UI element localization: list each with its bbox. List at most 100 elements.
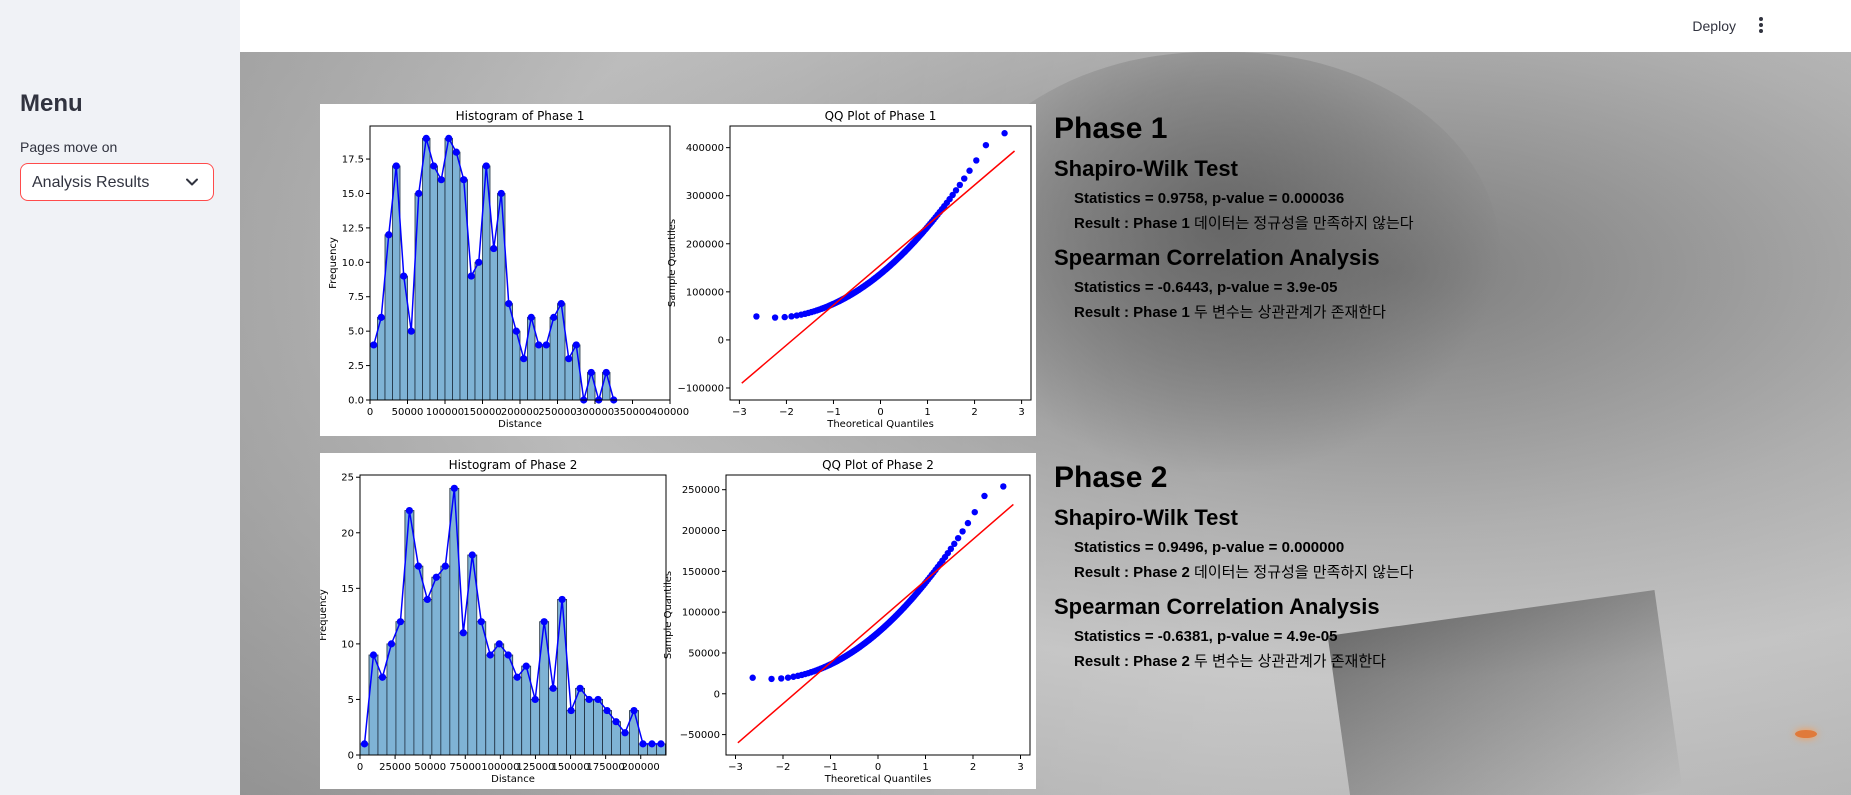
hist2-xtick-label: 75000 <box>449 762 481 773</box>
hist2-bar <box>503 654 514 756</box>
hist1-bar <box>429 165 438 401</box>
phase1-shapiro-title: Shapiro-Wilk Test <box>1054 156 1238 181</box>
phase2-spearman-result-prefix: Result : Phase 2 <box>1074 653 1190 670</box>
hist1-bar <box>572 344 581 401</box>
hist2-kde-point <box>495 640 503 648</box>
hist2-kde-point <box>450 484 458 492</box>
hist2-kde-point <box>378 673 387 681</box>
hist1-bar <box>534 344 543 401</box>
qq2-point <box>951 540 958 548</box>
kebab-menu-icon[interactable] <box>1753 17 1769 35</box>
hist2-bar <box>530 699 541 756</box>
phase1-shapiro-result-text: 데이터는 정규성을 만족하지 않는다 <box>1189 215 1414 232</box>
phase2-spearman-stats: Statistics = -0.6381, p-value = 4.9e-05 <box>1074 628 1338 645</box>
qq1-xtick-label: −3 <box>732 407 747 418</box>
hist1-kde-point <box>535 341 543 349</box>
qq2-point <box>959 528 966 535</box>
hist2-bar <box>395 621 406 756</box>
hist1-xtick-label: 250000 <box>538 407 576 418</box>
phase2-shapiro-result-prefix: Result : Phase 2 <box>1074 564 1190 581</box>
hist1-kde-point <box>520 355 528 363</box>
page-select[interactable]: Analysis Results <box>20 163 214 201</box>
qq2-xtick-label: 2 <box>970 762 976 773</box>
hist1-bar <box>437 179 446 401</box>
qq1-point <box>961 175 968 182</box>
qq2-xtick-label: 3 <box>1017 762 1023 773</box>
hist2-ytick-label: 25 <box>341 473 354 484</box>
phase2-shapiro-result-text: 데이터는 정규성을 만족하지 않는다 <box>1189 564 1414 581</box>
hist2-kde-point <box>486 651 494 659</box>
deploy-button[interactable]: Deploy <box>1692 18 1736 34</box>
qq2-point <box>954 534 962 542</box>
hist2-bar <box>512 676 523 756</box>
hist2-kde-point <box>522 662 530 670</box>
hist2-kde-point <box>477 618 485 626</box>
hist2-ytick-label: 10 <box>341 639 354 650</box>
hist1-kde-point <box>550 313 558 321</box>
hist2-bar <box>593 699 603 756</box>
qq1-point <box>952 187 960 194</box>
hist2-kde-point <box>567 706 575 715</box>
qq1-point <box>781 313 788 321</box>
qq1-point <box>949 191 956 199</box>
qq1-ytick-label: 0 <box>718 335 724 346</box>
hist2-kde-point <box>540 618 548 626</box>
hist1-ytick-label: 15.0 <box>342 189 364 200</box>
hist2-kde-point <box>414 562 422 570</box>
qq2-point <box>971 508 978 516</box>
hist2-kde-point <box>504 651 512 659</box>
qq1-xtick-label: 2 <box>971 407 977 418</box>
qq1-ytick-label: 200000 <box>686 239 724 250</box>
qq2-xlabel: Theoretical Quantiles <box>824 774 932 785</box>
sidebar-title: Menu <box>20 90 83 117</box>
hist2-bar <box>440 565 451 756</box>
hist1-xtick-label: 100000 <box>426 407 464 418</box>
hist1-bar <box>602 372 611 401</box>
hist1-kde-point <box>527 313 535 321</box>
hist1-kde-point <box>467 272 475 280</box>
hist2-ytick-label: 5 <box>348 695 354 706</box>
hist2-kde-point <box>558 595 566 604</box>
app-header: Deploy <box>240 0 1851 52</box>
qq1-ytick-label: 300000 <box>686 191 724 202</box>
hist1-kde-point <box>407 327 415 335</box>
qq2-point <box>784 674 792 681</box>
qq1-ytick-label: 100000 <box>686 287 724 298</box>
hist1-ytick-label: 17.5 <box>342 155 364 166</box>
phase2-spearman-title: Spearman Correlation Analysis <box>1054 594 1380 619</box>
qq2-title: QQ Plot of Phase 2 <box>822 458 934 472</box>
phase1-spearman-result-text: 두 변수는 상관관계가 존재한다 <box>1189 304 1386 321</box>
hist1-bar <box>489 248 498 401</box>
qq1-ylabel: Sample Quantiles <box>667 219 678 307</box>
qq1-point <box>956 181 964 189</box>
hist1-kde-point <box>385 231 393 239</box>
phase1-stats: Phase 1 Shapiro-Wilk Test Statistics = 0… <box>1054 111 1414 325</box>
qq2-point <box>947 545 955 553</box>
hist1-bar <box>444 137 453 401</box>
hist2-bar <box>575 687 585 756</box>
hist1-kde-point <box>437 176 445 184</box>
hist2-ytick-label: 15 <box>341 584 354 595</box>
phase2-heading: Phase 2 <box>1054 461 1168 494</box>
qq2-xtick-label: −3 <box>728 762 743 773</box>
qq2-point <box>964 519 972 527</box>
qq1-xtick-label: −2 <box>779 407 794 418</box>
qq1-xtick-label: −1 <box>826 407 841 418</box>
phase2-shapiro-result: Result : Phase 2 데이터는 정규성을 만족하지 않는다 <box>1074 560 1414 585</box>
hist2-xtick-label: 100000 <box>481 762 519 773</box>
phase2-spearman-result: Result : Phase 2 두 변수는 상관관계가 존재한다 <box>1074 649 1414 674</box>
qq2-xtick-label: −2 <box>776 762 791 773</box>
hist1-xtick-label: 150000 <box>463 407 501 418</box>
hist2-xtick-label: 175000 <box>587 762 625 773</box>
hist2-kde-line <box>363 488 661 745</box>
phase2-shapiro-title: Shapiro-Wilk Test <box>1054 505 1238 530</box>
hist1-ylabel: Frequency <box>328 237 339 289</box>
hist1-kde-point <box>475 258 483 266</box>
hist2-kde-point <box>648 740 656 748</box>
qq1-frame <box>729 125 1032 401</box>
qq2-point <box>749 674 756 681</box>
hist1-kde-point <box>430 162 438 170</box>
qq2-ytick-label: 100000 <box>682 608 720 619</box>
chevron-down-icon <box>186 178 198 186</box>
phase2-charts-panel: Histogram of Phase 2 0 25000 50000 75000 1000… <box>318 453 1036 789</box>
